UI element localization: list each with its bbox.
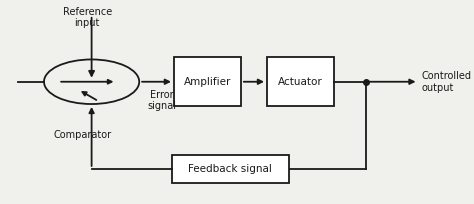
Text: Amplifier: Amplifier (184, 77, 231, 87)
Text: Comparator: Comparator (54, 130, 112, 140)
Text: Error
signal: Error signal (147, 90, 176, 111)
FancyBboxPatch shape (267, 57, 334, 106)
Text: Feedback signal: Feedback signal (188, 164, 272, 174)
Text: Reference
input: Reference input (63, 7, 112, 28)
Text: Actuator: Actuator (278, 77, 323, 87)
Text: Controlled
output: Controlled output (421, 71, 472, 93)
FancyBboxPatch shape (172, 155, 289, 183)
FancyBboxPatch shape (174, 57, 241, 106)
